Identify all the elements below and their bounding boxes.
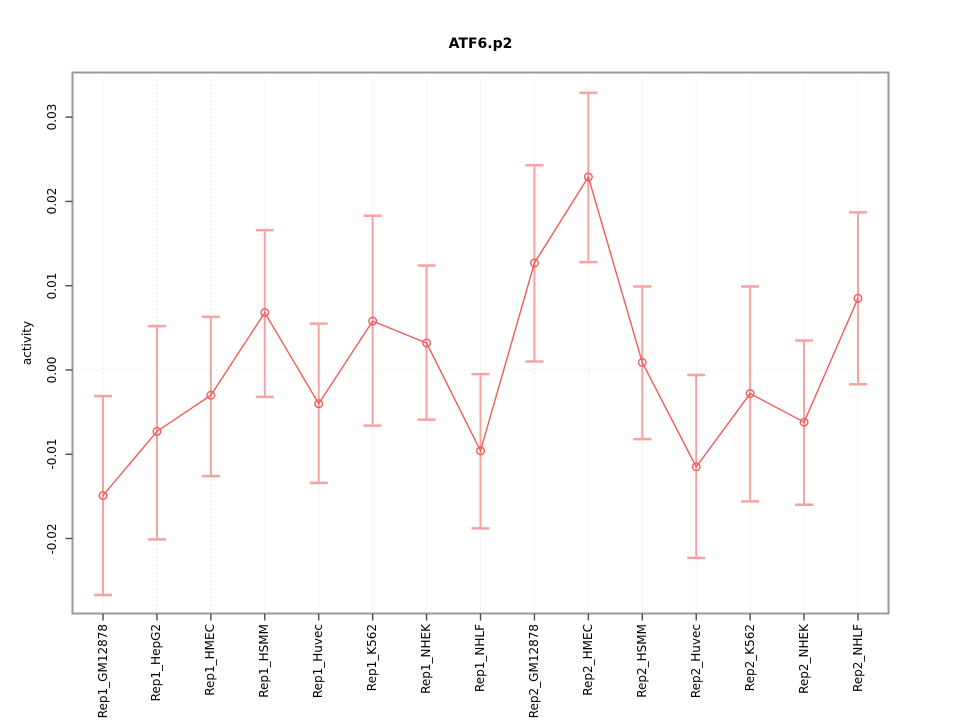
y-tick-label: 0.00 [45, 356, 59, 384]
data-point [853, 293, 863, 303]
series-line [102, 175, 859, 496]
x-tick-label: Rep1_GM12878 [95, 624, 110, 719]
x-tick-label: Rep1_NHLF [473, 624, 487, 693]
x-tick-label: Rep2_NHEK [796, 624, 811, 694]
x-tick-label: Rep1_HepG2 [149, 624, 164, 702]
data-point [529, 258, 539, 268]
data-point [691, 462, 701, 472]
x-tick-label: Rep2_NHLF [850, 624, 865, 693]
y-tick-label: -0.01 [45, 438, 59, 470]
data-point [368, 316, 378, 326]
x-tick-label: Rep2_HMEC [580, 624, 595, 696]
y-tick-label: -0.02 [45, 522, 59, 555]
x-tick-label: Rep2_HSMM [634, 624, 649, 698]
y-tick-label: 0.02 [45, 188, 59, 215]
data-point [206, 390, 216, 400]
data-point [799, 417, 809, 427]
data-point [152, 426, 162, 436]
x-tick-label: Rep2_Huvec [688, 624, 703, 699]
data-point [637, 357, 647, 367]
data-point [260, 308, 270, 318]
x-tick-label: Rep1_NHEK [419, 624, 434, 694]
plot-border [71, 71, 890, 615]
y-tick-label: 0.01 [45, 272, 59, 300]
data-point [314, 399, 324, 409]
x-tick-label: Rep1_HSMM [257, 624, 272, 698]
data-point [98, 491, 108, 501]
y-axis-title: activity [20, 320, 34, 366]
data-point [422, 338, 432, 348]
x-tick-label: Rep1_K562 [365, 624, 380, 692]
x-tick-label: Rep1_HMEC [203, 624, 218, 696]
x-tick-label: Rep2_GM12878 [526, 624, 541, 719]
data-point [583, 172, 593, 182]
y-tick-label: 0.03 [45, 103, 59, 131]
x-tick-label: Rep1_Huvec [311, 624, 326, 699]
chart-title: ATF6.p2 [448, 36, 513, 52]
x-tick-label: Rep2_K562 [742, 624, 757, 692]
data-point [745, 389, 755, 399]
data-point [476, 446, 486, 456]
